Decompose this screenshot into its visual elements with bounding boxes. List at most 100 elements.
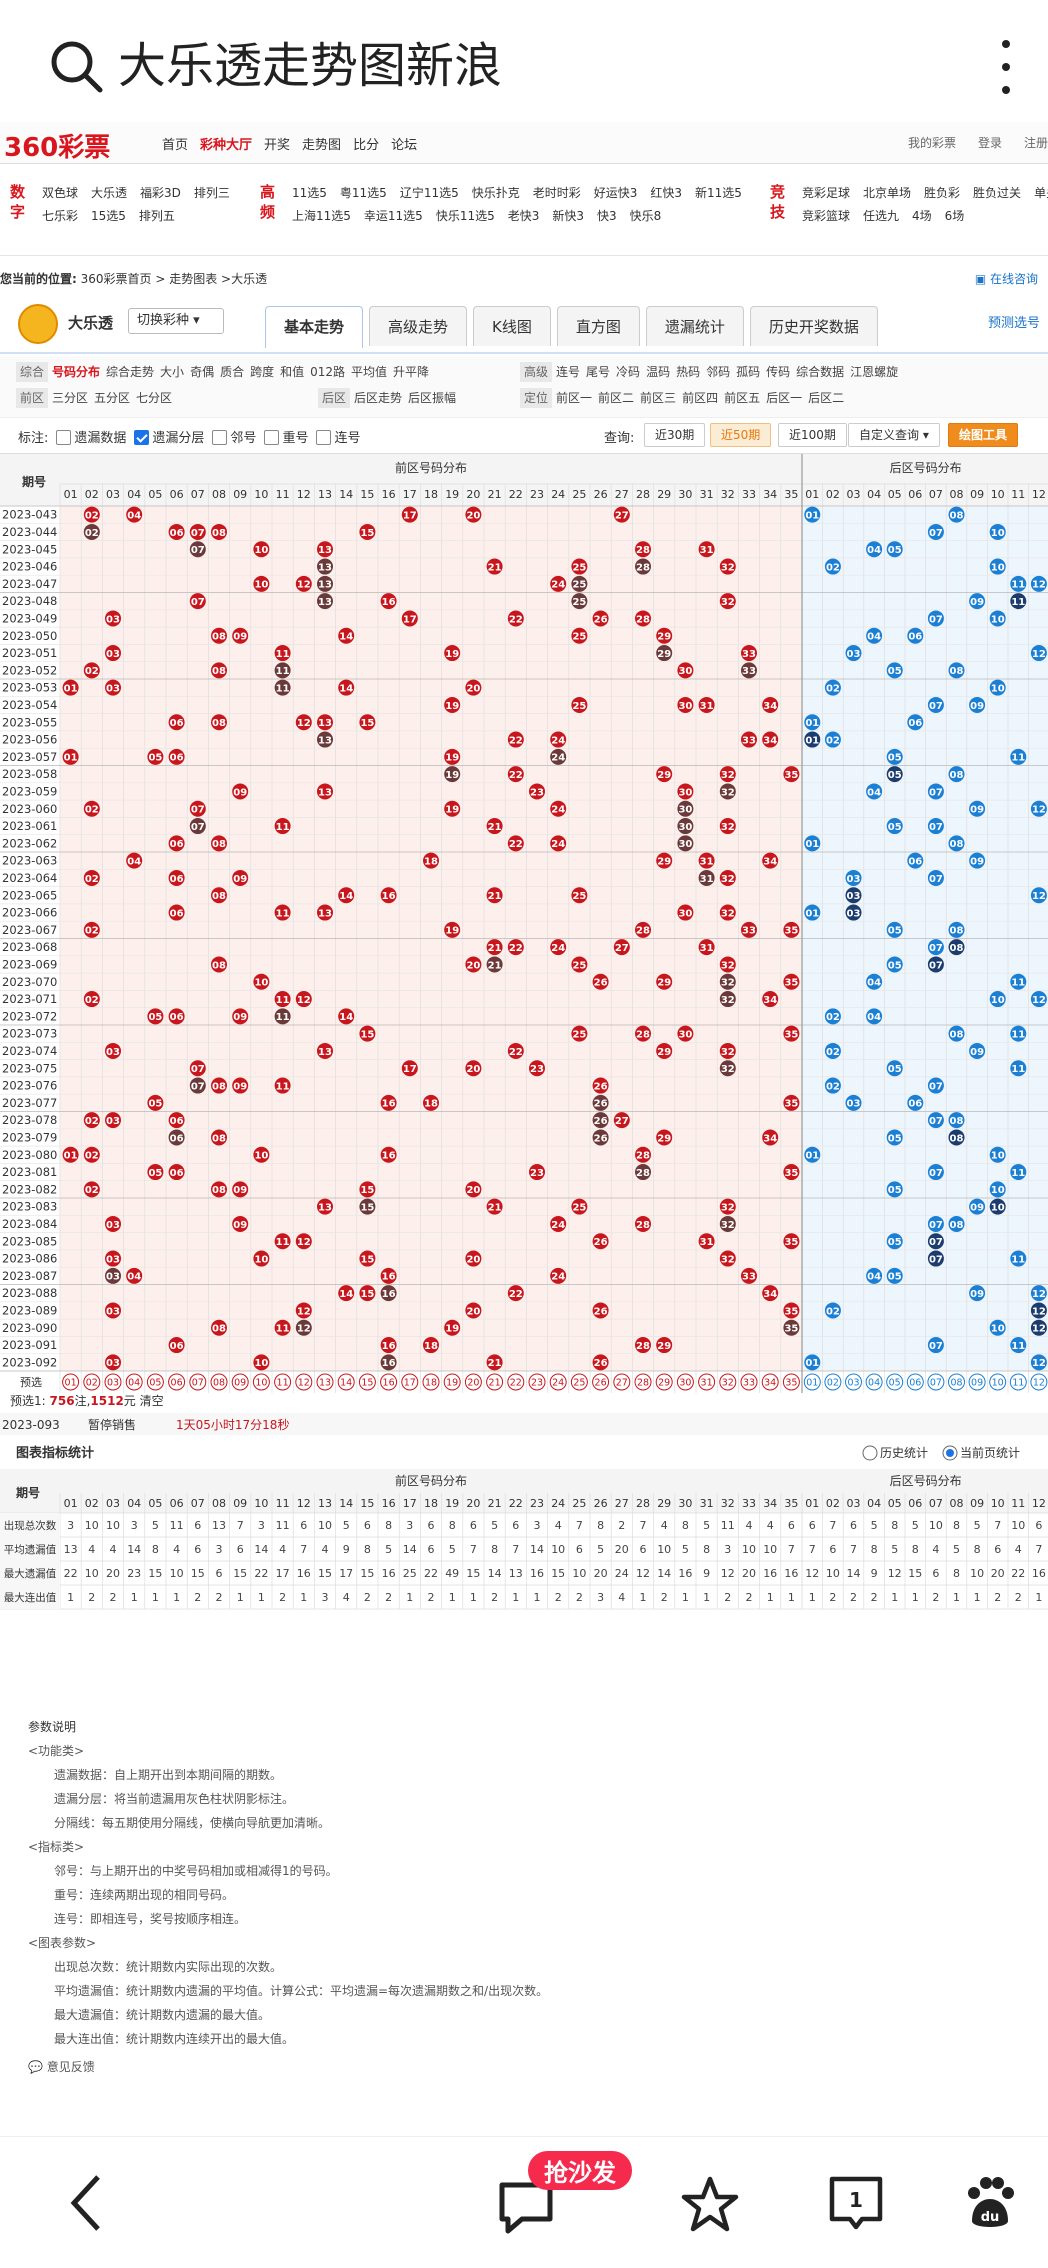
front-ball[interactable] <box>126 506 143 523</box>
stats-radio[interactable] <box>862 1445 878 1461</box>
back-ball[interactable] <box>927 696 944 713</box>
front-ball[interactable] <box>105 1267 121 1284</box>
front-ball[interactable] <box>550 575 567 592</box>
front-ball[interactable] <box>317 1042 333 1059</box>
back-ball[interactable] <box>804 714 821 731</box>
front-ball[interactable] <box>338 679 355 696</box>
front-ball[interactable] <box>486 1354 503 1371</box>
book-icon[interactable]: 1 <box>826 2173 886 2233</box>
back-ball[interactable] <box>1010 973 1027 990</box>
front-ball[interactable] <box>635 921 651 938</box>
front-ball[interactable] <box>295 714 312 731</box>
back-ball[interactable] <box>1030 887 1047 904</box>
front-ball[interactable] <box>762 1285 779 1302</box>
back-ball[interactable] <box>948 506 965 523</box>
front-ball[interactable] <box>295 575 312 592</box>
tab-item[interactable]: K线图 <box>473 306 551 346</box>
front-ball[interactable] <box>571 1198 588 1215</box>
front-ball[interactable] <box>741 662 757 679</box>
back-ball[interactable] <box>804 835 821 852</box>
back-ball[interactable] <box>989 558 1006 575</box>
front-ball[interactable] <box>571 887 588 904</box>
back-ball[interactable] <box>1010 593 1027 610</box>
back-ball[interactable] <box>1030 575 1047 592</box>
front-ball[interactable] <box>635 1215 651 1232</box>
filter-item[interactable]: 大小 <box>160 365 185 379</box>
front-ball[interactable] <box>232 1008 249 1025</box>
nav-item[interactable]: 开奖 <box>264 138 291 153</box>
preselect-back-ball[interactable] <box>824 1373 842 1391</box>
nav-item[interactable]: 首页 <box>162 138 189 153</box>
preselect-front-ball[interactable] <box>443 1373 461 1391</box>
user-nav-item[interactable]: 登录 <box>977 136 1002 150</box>
front-ball[interactable] <box>126 1267 143 1284</box>
front-ball[interactable] <box>635 1164 651 1181</box>
front-ball[interactable] <box>105 1042 121 1059</box>
query-button[interactable]: 近30期 <box>644 423 706 447</box>
back-ball[interactable] <box>866 783 883 800</box>
front-ball[interactable] <box>232 783 249 800</box>
preselect-front-ball[interactable] <box>592 1373 610 1391</box>
front-ball[interactable] <box>83 1181 100 1198</box>
front-ball[interactable] <box>317 575 333 592</box>
preselect-back-ball[interactable] <box>927 1373 945 1391</box>
category-item[interactable]: 任选九 <box>863 209 900 223</box>
front-ball[interactable] <box>168 1008 185 1025</box>
back-ball[interactable] <box>886 921 903 938</box>
back-ball[interactable] <box>1010 1025 1027 1042</box>
category-item[interactable]: 辽宁11选5 <box>399 186 459 200</box>
back-ball[interactable] <box>948 921 965 938</box>
preselect-front-ball[interactable] <box>358 1373 376 1391</box>
front-ball[interactable] <box>656 766 673 783</box>
back-ball[interactable] <box>948 662 965 679</box>
front-ball[interactable] <box>762 1129 779 1146</box>
front-ball[interactable] <box>719 869 736 886</box>
front-ball[interactable] <box>168 748 185 765</box>
back-ball[interactable] <box>845 887 862 904</box>
category-item[interactable]: 4场 <box>912 209 932 223</box>
back-ball[interactable] <box>1030 991 1047 1008</box>
front-ball[interactable] <box>168 1129 185 1146</box>
preselect-front-ball[interactable] <box>464 1373 482 1391</box>
front-ball[interactable] <box>359 1025 376 1042</box>
front-ball[interactable] <box>338 1008 355 1025</box>
filter-item[interactable]: 和值 <box>280 365 305 379</box>
category-item[interactable]: 快3 <box>597 209 617 223</box>
front-ball[interactable] <box>168 1112 185 1129</box>
front-ball[interactable] <box>232 869 249 886</box>
front-ball[interactable] <box>83 921 100 938</box>
front-ball[interactable] <box>465 1250 482 1267</box>
search-icon[interactable] <box>48 38 104 94</box>
back-ball[interactable] <box>866 627 883 644</box>
front-ball[interactable] <box>147 1008 164 1025</box>
front-ball[interactable] <box>147 748 164 765</box>
back-ball[interactable] <box>948 939 965 956</box>
front-ball[interactable] <box>465 1181 482 1198</box>
front-ball[interactable] <box>656 1042 673 1059</box>
back-ball[interactable] <box>845 645 862 662</box>
front-ball[interactable] <box>656 645 673 662</box>
back-ball[interactable] <box>927 1250 944 1267</box>
filter-item[interactable]: 质合 <box>220 365 245 379</box>
back-ball[interactable] <box>948 766 965 783</box>
preselect-front-ball[interactable] <box>401 1373 419 1391</box>
front-ball[interactable] <box>592 1094 609 1111</box>
draw-tool-button[interactable]: 绘图工具 <box>948 423 1019 447</box>
back-ball[interactable] <box>927 939 944 956</box>
front-ball[interactable] <box>635 558 651 575</box>
front-ball[interactable] <box>380 887 397 904</box>
filter-item[interactable]: 传码 <box>766 365 791 379</box>
category-item[interactable]: 老时时彩 <box>532 186 581 200</box>
back-ball[interactable] <box>1030 1302 1047 1319</box>
front-ball[interactable] <box>698 869 715 886</box>
front-ball[interactable] <box>507 610 524 627</box>
front-ball[interactable] <box>677 1025 694 1042</box>
front-ball[interactable] <box>550 835 567 852</box>
baidu-paw-icon[interactable]: du <box>960 2173 1020 2233</box>
front-ball[interactable] <box>486 818 503 835</box>
front-ball[interactable] <box>550 1267 567 1284</box>
back-ball[interactable] <box>866 1008 883 1025</box>
front-ball[interactable] <box>189 1060 206 1077</box>
site-logo[interactable]: 360彩票 <box>4 133 111 163</box>
front-ball[interactable] <box>338 627 355 644</box>
